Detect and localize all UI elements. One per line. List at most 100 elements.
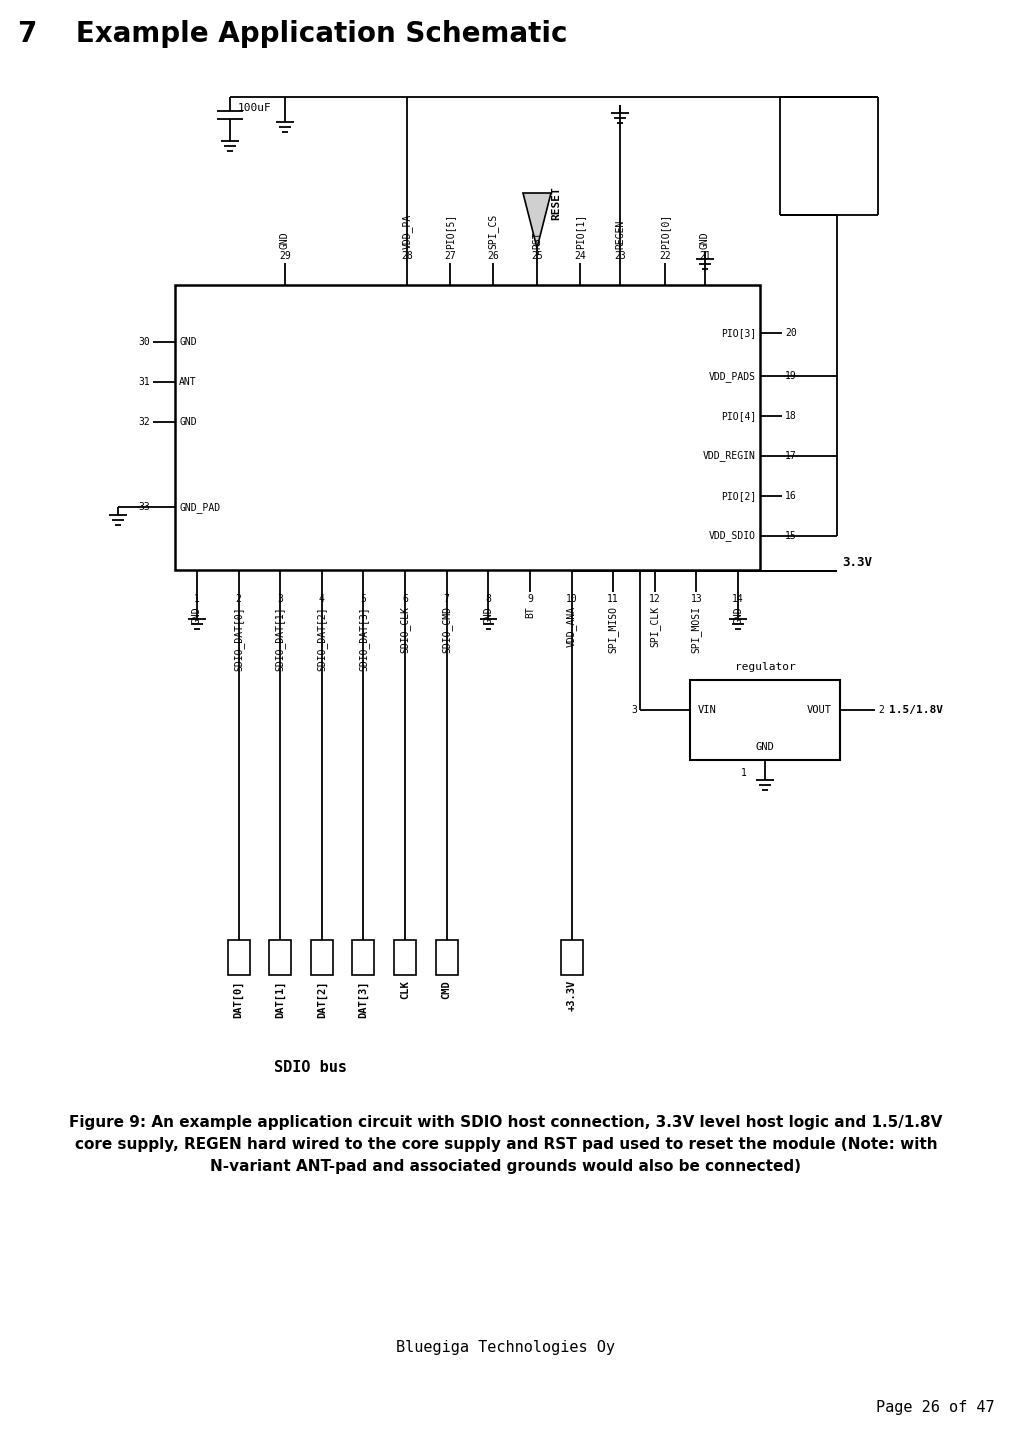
Text: VDD_REGIN: VDD_REGIN: [703, 451, 756, 461]
Text: 3: 3: [631, 706, 637, 716]
Text: CMD: CMD: [442, 981, 452, 999]
Text: 14: 14: [732, 593, 744, 603]
Bar: [690, 680, 840, 760]
Text: 7: 7: [444, 593, 450, 603]
Text: SDIO bus: SDIO bus: [274, 1060, 346, 1076]
Text: 7    Example Application Schematic: 7 Example Application Schematic: [18, 20, 567, 48]
Text: GND: GND: [733, 606, 743, 624]
Text: CLK: CLK: [400, 981, 410, 999]
Text: DAT[2]: DAT[2]: [317, 981, 327, 1018]
Text: N-variant ANT-pad and associated grounds would also be connected): N-variant ANT-pad and associated grounds…: [211, 1159, 801, 1174]
Text: RST: RST: [532, 232, 542, 249]
Text: VDD_PA: VDD_PA: [401, 213, 412, 249]
Text: 24: 24: [574, 251, 586, 261]
Text: GND_PAD: GND_PAD: [179, 503, 220, 513]
Text: SDIO_CLK: SDIO_CLK: [399, 606, 410, 652]
Text: 33: 33: [138, 503, 150, 513]
Text: 22: 22: [659, 251, 671, 261]
Text: 20: 20: [785, 328, 797, 338]
Text: GND: GND: [179, 337, 197, 347]
Text: 8: 8: [485, 593, 491, 603]
Text: SDIO_CMD: SDIO_CMD: [442, 606, 452, 652]
Bar: [269, 940, 291, 975]
Text: PIO[1]: PIO[1]: [575, 213, 585, 249]
Bar: [394, 940, 416, 975]
Text: PIO[5]: PIO[5]: [445, 213, 455, 249]
Text: GND: GND: [700, 232, 710, 249]
Text: DAT[0]: DAT[0]: [234, 981, 244, 1018]
Text: regulator: regulator: [734, 662, 795, 672]
Polygon shape: [523, 193, 551, 248]
Text: 28: 28: [401, 251, 413, 261]
Text: SDIO_DAT[1]: SDIO_DAT[1]: [275, 606, 286, 671]
Text: PIO[4]: PIO[4]: [721, 410, 756, 420]
Text: VDD_PADS: VDD_PADS: [709, 370, 756, 382]
Text: 2: 2: [236, 593, 241, 603]
Text: DAT[1]: DAT[1]: [276, 981, 286, 1018]
Text: GND: GND: [756, 742, 774, 752]
Text: 16: 16: [785, 491, 797, 501]
Text: VDD_ANA: VDD_ANA: [566, 606, 577, 647]
Text: core supply, REGEN hard wired to the core supply and RST pad used to reset the m: core supply, REGEN hard wired to the cor…: [75, 1138, 937, 1152]
Text: 3: 3: [278, 593, 284, 603]
Bar: [175, 285, 760, 570]
Text: 2: 2: [878, 706, 884, 716]
Text: 29: 29: [280, 251, 291, 261]
Text: Figure 9: An example application circuit with SDIO host connection, 3.3V level h: Figure 9: An example application circuit…: [69, 1115, 943, 1130]
Text: GND: GND: [280, 232, 290, 249]
Text: PIO[0]: PIO[0]: [660, 213, 670, 249]
Bar: [560, 940, 582, 975]
Text: GND: GND: [483, 606, 493, 624]
Bar: [353, 940, 375, 975]
Text: GND: GND: [192, 606, 202, 624]
Text: 4: 4: [319, 593, 325, 603]
Text: 32: 32: [138, 416, 150, 426]
Text: 1: 1: [742, 768, 747, 778]
Text: 19: 19: [785, 372, 797, 382]
Text: 10: 10: [565, 593, 577, 603]
Text: 1: 1: [194, 593, 200, 603]
Text: 18: 18: [785, 410, 797, 420]
Text: 26: 26: [487, 251, 498, 261]
Text: SDIO_DAT[3]: SDIO_DAT[3]: [358, 606, 369, 671]
Text: GND: GND: [179, 416, 197, 426]
Text: 21: 21: [699, 251, 711, 261]
Bar: [228, 940, 249, 975]
Text: PIO[3]: PIO[3]: [721, 328, 756, 338]
Text: 6: 6: [402, 593, 408, 603]
Text: Bluegiga Technologies Oy: Bluegiga Technologies Oy: [396, 1341, 616, 1355]
Text: 31: 31: [138, 377, 150, 387]
Text: 11: 11: [607, 593, 619, 603]
Text: PIO[2]: PIO[2]: [721, 491, 756, 501]
Text: BT: BT: [525, 606, 535, 618]
Text: 17: 17: [785, 451, 797, 461]
Text: SPI_MISO: SPI_MISO: [608, 606, 619, 652]
Text: RESET: RESET: [551, 187, 561, 220]
Text: 25: 25: [531, 251, 543, 261]
Text: SPI_CLK: SPI_CLK: [649, 606, 660, 647]
Text: 15: 15: [785, 531, 797, 541]
Text: 30: 30: [138, 337, 150, 347]
Text: 5: 5: [361, 593, 367, 603]
Text: SDIO_DAT[2]: SDIO_DAT[2]: [316, 606, 327, 671]
Text: 12: 12: [649, 593, 660, 603]
Text: 13: 13: [691, 593, 702, 603]
Text: 3.3V: 3.3V: [842, 556, 872, 569]
Text: +3.3V: +3.3V: [566, 981, 576, 1011]
Text: 100uF: 100uF: [238, 104, 271, 112]
Text: 27: 27: [444, 251, 456, 261]
Bar: [436, 940, 458, 975]
Text: 1.5/1.8V: 1.5/1.8V: [889, 706, 943, 716]
Text: SDIO_DAT[0]: SDIO_DAT[0]: [233, 606, 244, 671]
Text: REGEN: REGEN: [615, 220, 625, 249]
Text: VOUT: VOUT: [807, 706, 832, 716]
Bar: [311, 940, 333, 975]
Text: ANT: ANT: [179, 377, 197, 387]
Text: Page 26 of 47: Page 26 of 47: [876, 1400, 995, 1416]
Text: SPI_MOSI: SPI_MOSI: [691, 606, 702, 652]
Text: VDD_SDIO: VDD_SDIO: [709, 530, 756, 541]
Text: DAT[3]: DAT[3]: [359, 981, 369, 1018]
Text: VIN: VIN: [698, 706, 717, 716]
Text: SPI_CS: SPI_CS: [487, 213, 498, 249]
Text: 23: 23: [614, 251, 626, 261]
